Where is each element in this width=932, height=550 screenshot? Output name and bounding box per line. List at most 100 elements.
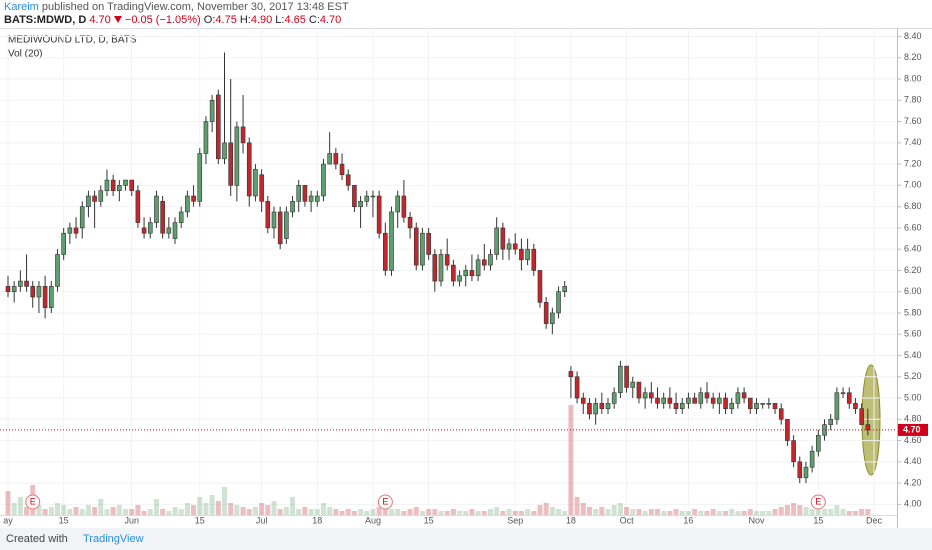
- last-price-label: 4.70: [903, 424, 921, 434]
- volume-bar: [512, 511, 518, 515]
- volume-bar: [605, 509, 611, 515]
- y-tick-label: 7.00: [904, 180, 922, 190]
- volume-bar: [469, 509, 475, 515]
- volume-bar: [314, 509, 320, 515]
- candle-body: [389, 211, 394, 271]
- last-price-tag: [898, 423, 928, 436]
- volume-bar: [240, 507, 246, 515]
- volume-bar: [846, 511, 852, 515]
- candle-body: [587, 403, 592, 415]
- candle-body: [754, 403, 759, 409]
- volume-bar: [252, 507, 258, 515]
- volume-bar: [166, 511, 172, 515]
- created-with: Created with: [6, 533, 68, 545]
- candle-body: [488, 254, 493, 266]
- y-tick-label: 4.60: [904, 435, 922, 445]
- grid: [0, 28, 897, 515]
- volume-bar: [859, 509, 865, 515]
- volume-bar: [747, 509, 753, 515]
- volume-bar: [834, 505, 840, 515]
- volume-bar: [840, 509, 846, 515]
- candle-body: [574, 376, 580, 399]
- y-tick-label: 7.80: [904, 95, 922, 105]
- candle-body: [117, 185, 122, 191]
- volume-bar: [197, 497, 203, 515]
- candle-body: [735, 392, 741, 404]
- candle-body: [271, 211, 277, 229]
- candle-body: [809, 450, 815, 468]
- y-tick-label: 6.60: [904, 222, 922, 232]
- candle-body: [123, 179, 128, 186]
- x-tick-label: ay: [3, 515, 13, 525]
- volume-bar: [222, 487, 227, 515]
- volume-bar: [271, 501, 277, 515]
- y-tick-label: 5.80: [904, 307, 922, 317]
- candle-body: [284, 211, 289, 239]
- symbol: BATS:MDWD, D: [4, 14, 87, 26]
- volume-bar: [413, 507, 419, 515]
- volume-bar: [85, 505, 91, 515]
- volume-bar: [636, 509, 642, 515]
- volume-bar: [692, 509, 698, 515]
- candle-body: [451, 264, 456, 282]
- x-tick-label: 18: [312, 515, 322, 525]
- candle-body: [48, 286, 54, 308]
- candle-body: [420, 232, 425, 266]
- candle-body: [859, 408, 864, 425]
- volume-bar: [24, 507, 30, 515]
- volume-bar: [457, 511, 463, 515]
- volume-bar: [580, 503, 586, 515]
- footer: Created with TradingView: [0, 528, 932, 550]
- candle-body: [438, 254, 444, 282]
- candle-body: [525, 248, 530, 261]
- y-tick-label: 8.20: [904, 52, 922, 62]
- candle-body: [5, 286, 11, 293]
- candle-body: [395, 195, 401, 213]
- volume-bar: [98, 499, 104, 515]
- candle-body: [605, 403, 611, 409]
- volume-bar: [568, 405, 574, 515]
- volume-bar: [723, 511, 729, 515]
- candle-body: [692, 397, 697, 404]
- candle-body: [154, 195, 159, 223]
- volume-bar: [698, 511, 704, 515]
- candle-body: [741, 392, 747, 399]
- x-tick-label: Nov: [748, 515, 765, 525]
- volume-bar: [432, 509, 438, 515]
- candle-body: [432, 254, 438, 282]
- candle-body: [370, 195, 376, 198]
- candle-body: [178, 211, 184, 223]
- candle-body: [463, 270, 469, 277]
- event-label: E: [815, 496, 821, 506]
- volume-bar: [5, 491, 11, 515]
- candle-body: [141, 227, 147, 234]
- candle-body: [618, 365, 623, 394]
- volume-bar: [73, 507, 79, 515]
- candle-body: [519, 248, 524, 261]
- volume-bar: [852, 511, 858, 515]
- volume-bar: [562, 511, 568, 515]
- candle-body: [209, 100, 215, 122]
- brand[interactable]: TradingView: [83, 533, 144, 545]
- volume-bar: [543, 503, 549, 515]
- volume-bar: [506, 509, 512, 515]
- candle-body: [265, 201, 271, 229]
- volume-bar: [135, 505, 141, 515]
- candle-body: [673, 403, 679, 409]
- volume-bar: [809, 509, 815, 515]
- candle-body: [556, 291, 561, 314]
- candle-body: [828, 419, 834, 425]
- y-tick-label: 5.40: [904, 350, 922, 360]
- event-marker: [377, 494, 393, 510]
- volume-bar: [655, 509, 660, 515]
- x-tick-label: Sep: [507, 515, 523, 525]
- candle-body: [766, 403, 772, 405]
- candle-body: [840, 392, 846, 395]
- volume-bar: [679, 511, 685, 515]
- event-marker: [810, 494, 826, 510]
- volume-bar: [574, 497, 580, 515]
- author[interactable]: Kareim: [4, 1, 39, 13]
- event-label: E: [382, 496, 388, 506]
- candle-body: [333, 153, 339, 165]
- volume-bar: [494, 507, 500, 515]
